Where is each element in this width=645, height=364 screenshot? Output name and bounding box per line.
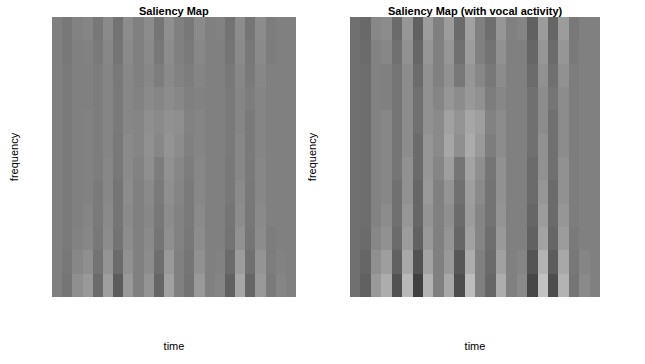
svg-text:time: time <box>465 340 486 352</box>
svg-text:frequency: frequency <box>8 132 20 181</box>
svg-text:time: time <box>164 340 185 352</box>
svg-text:frequency: frequency <box>306 132 318 181</box>
svg-text:Saliency Map (with vocal activ: Saliency Map (with vocal activity) <box>388 5 563 17</box>
svg-text:Saliency Map: Saliency Map <box>139 5 209 17</box>
